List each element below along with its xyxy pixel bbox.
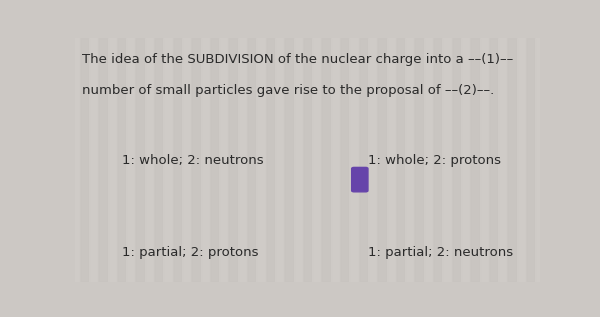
Bar (368, 38, 377, 282)
Bar (191, 38, 200, 282)
Bar (200, 38, 210, 282)
Bar (498, 38, 508, 282)
Bar (322, 38, 331, 282)
Bar (210, 38, 219, 282)
Bar (433, 38, 442, 282)
Bar (136, 38, 145, 282)
Bar (145, 38, 154, 282)
Text: 1: whole; 2: protons: 1: whole; 2: protons (368, 153, 501, 167)
Bar (303, 38, 312, 282)
Bar (340, 38, 349, 282)
Bar (293, 38, 303, 282)
Bar (266, 38, 275, 282)
FancyBboxPatch shape (352, 167, 368, 192)
Bar (256, 38, 266, 282)
Bar (405, 38, 415, 282)
Bar (107, 38, 117, 282)
Bar (173, 38, 182, 282)
Bar (247, 38, 256, 282)
Bar (415, 38, 424, 282)
Bar (182, 38, 191, 282)
Bar (219, 38, 229, 282)
Bar (70, 38, 80, 282)
Text: 1: partial; 2: neutrons: 1: partial; 2: neutrons (368, 246, 513, 259)
Bar (284, 38, 293, 282)
Bar (349, 38, 359, 282)
Bar (377, 38, 386, 282)
Bar (461, 38, 470, 282)
Bar (229, 38, 238, 282)
Bar (80, 38, 89, 282)
Bar (275, 38, 284, 282)
Bar (386, 38, 396, 282)
Bar (526, 38, 535, 282)
Bar (238, 38, 247, 282)
Bar (126, 38, 136, 282)
Bar (359, 38, 368, 282)
Bar (312, 38, 322, 282)
Text: 1: partial; 2: protons: 1: partial; 2: protons (121, 246, 258, 259)
Bar (452, 38, 461, 282)
Bar (396, 38, 405, 282)
Text: 1: whole; 2: neutrons: 1: whole; 2: neutrons (121, 153, 263, 167)
Bar (470, 38, 479, 282)
Bar (331, 38, 340, 282)
Text: The idea of the SUBDIVISION of the nuclear charge into a ––(1)––: The idea of the SUBDIVISION of the nucle… (82, 53, 513, 66)
Bar (479, 38, 489, 282)
Bar (89, 38, 98, 282)
Bar (424, 38, 433, 282)
Bar (163, 38, 173, 282)
Bar (154, 38, 163, 282)
Bar (508, 38, 517, 282)
Bar (117, 38, 126, 282)
Bar (489, 38, 498, 282)
Bar (535, 38, 545, 282)
Bar (545, 38, 554, 282)
Bar (98, 38, 107, 282)
Text: number of small particles gave rise to the proposal of ––(2)––.: number of small particles gave rise to t… (82, 84, 494, 97)
Bar (442, 38, 452, 282)
Bar (517, 38, 526, 282)
